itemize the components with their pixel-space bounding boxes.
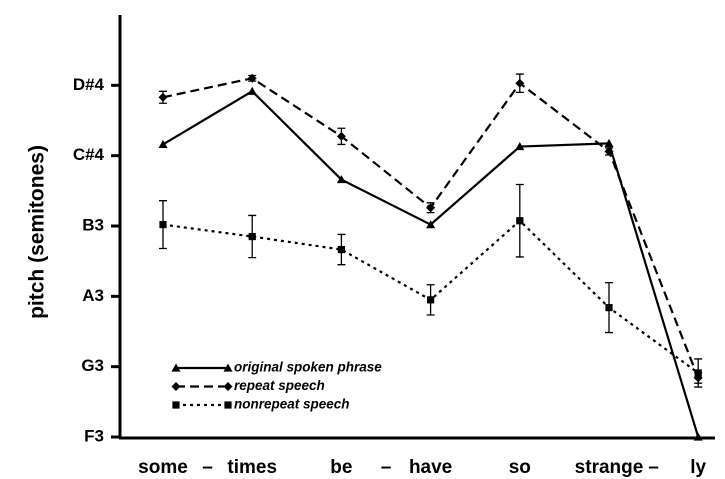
x-tick-label: have: [409, 457, 452, 478]
x-tick-label: some: [138, 457, 188, 478]
point: [336, 175, 346, 184]
y-tick-label: B3: [82, 215, 104, 234]
point: [694, 369, 702, 377]
point: [693, 432, 703, 441]
point: [247, 86, 257, 95]
legend-label: repeat speech: [234, 378, 325, 393]
point: [516, 217, 524, 225]
x-separator: –: [648, 457, 659, 478]
legend-label: nonrepeat speech: [234, 397, 350, 412]
y-tick-label: A3: [82, 286, 104, 305]
y-tick-label: F3: [84, 426, 104, 445]
point: [159, 220, 167, 229]
x-tick-label: strange: [575, 457, 644, 478]
legend-marker: [224, 401, 232, 409]
point: [427, 296, 435, 304]
point: [426, 203, 436, 213]
legend-marker: [223, 382, 233, 391]
legend-marker: [223, 363, 233, 372]
point: [604, 146, 614, 156]
point: [158, 139, 168, 149]
x-tick-label: so: [509, 457, 531, 478]
point: [336, 131, 346, 141]
point: [426, 220, 436, 229]
point: [158, 92, 168, 102]
y-tick-label: D#4: [73, 75, 105, 94]
legend-marker: [171, 363, 181, 372]
x-separator: –: [381, 457, 392, 478]
y-axis-label: pitch (semitones): [26, 145, 49, 319]
legend-marker: [171, 382, 181, 391]
point: [337, 245, 345, 254]
x-tick-label: times: [227, 457, 277, 478]
x-tick-label: be: [330, 457, 352, 478]
legend-label: original spoken phrase: [234, 360, 382, 375]
y-tick-label: G3: [81, 356, 104, 375]
point: [247, 73, 257, 83]
y-tick-label: C#4: [73, 145, 105, 164]
x-separator: –: [202, 457, 213, 478]
point: [248, 232, 256, 241]
point: [515, 142, 525, 151]
point: [605, 303, 613, 312]
x-tick-label: ly: [690, 457, 706, 478]
legend-marker: [172, 401, 180, 409]
point: [604, 138, 614, 147]
point: [515, 78, 525, 88]
